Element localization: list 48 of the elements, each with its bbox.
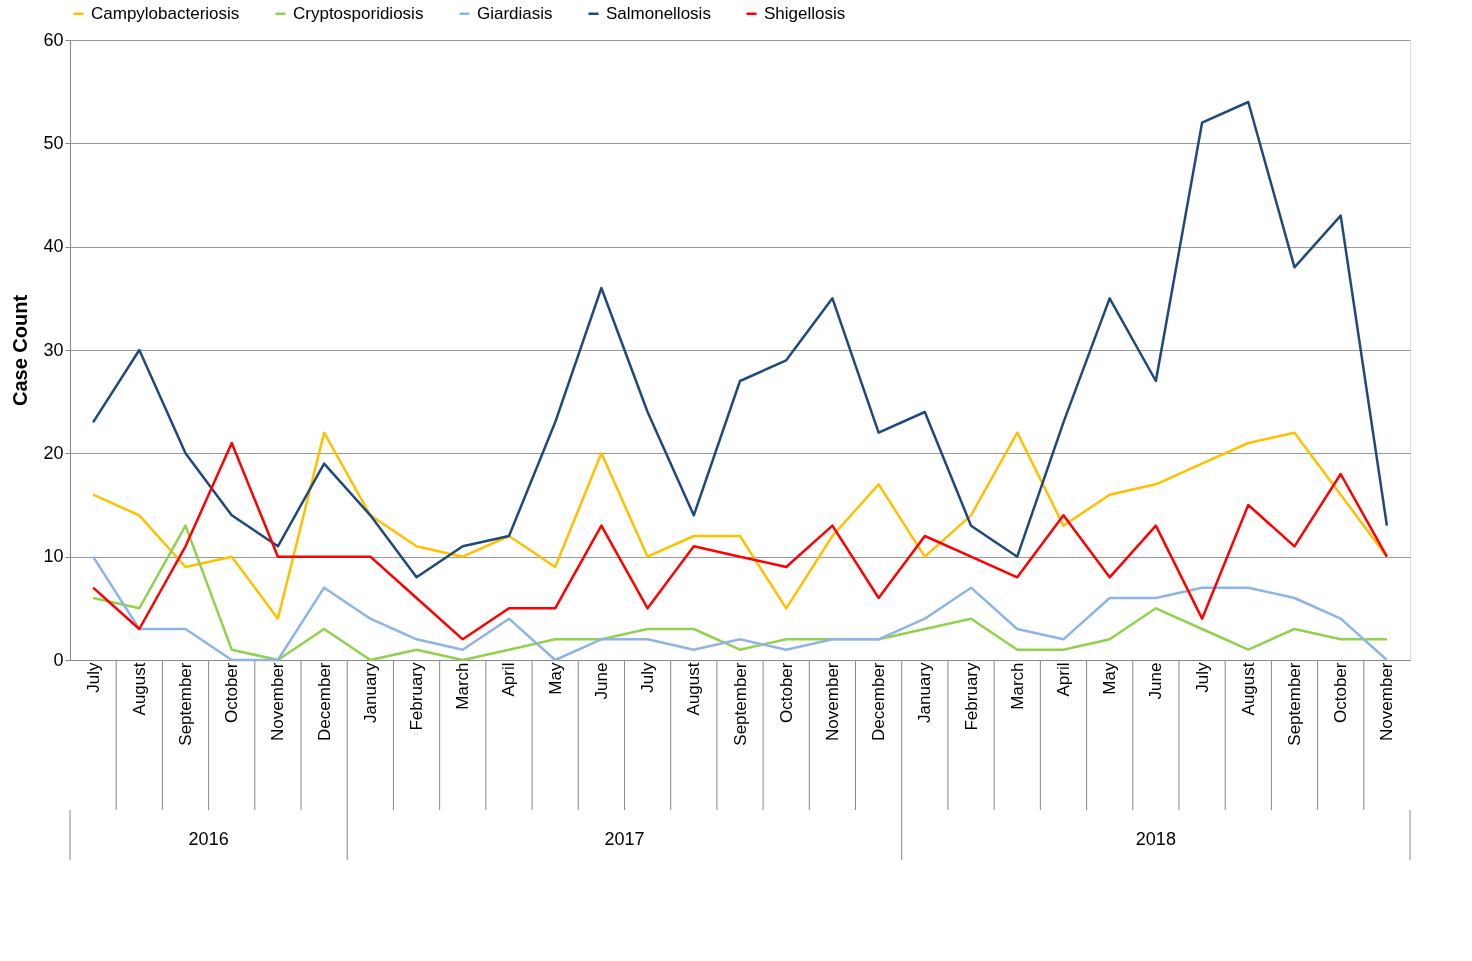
y-tick-label: 50 xyxy=(43,132,64,153)
x-tick-label: February xyxy=(407,662,427,731)
x-tick-label: November xyxy=(822,662,842,741)
x-tick-label: May xyxy=(545,662,565,695)
x-tick-label: July xyxy=(1192,662,1212,693)
x-tick-label: October xyxy=(222,662,242,723)
x-tick-label: September xyxy=(176,662,196,746)
x-tick-label: February xyxy=(961,662,981,731)
x-tick-label: May xyxy=(1100,662,1120,695)
y-tick-label: 30 xyxy=(43,339,64,360)
x-tick-label: August xyxy=(684,662,704,716)
legend-label: Giardiasis xyxy=(477,3,553,23)
x-tick-label: September xyxy=(730,662,750,746)
legend-label: Shigellosis xyxy=(764,3,846,23)
x-tick-label: August xyxy=(129,662,149,716)
text: 2016 xyxy=(188,829,229,849)
x-tick-label: March xyxy=(453,662,473,710)
y-tick-label: 40 xyxy=(43,236,64,257)
x-tick-label: July xyxy=(83,662,103,693)
line-series xyxy=(91,524,1389,662)
x-tick-label: December xyxy=(314,662,334,741)
line-series xyxy=(91,555,1389,662)
y-axis-title: Case Count xyxy=(9,294,32,407)
legend-label: Salmonellosis xyxy=(606,3,711,23)
x-tick-label: December xyxy=(869,662,889,741)
x-tick-label: January xyxy=(360,662,380,723)
y-tick-label: 10 xyxy=(43,546,64,567)
y-tick-label: 60 xyxy=(43,29,64,50)
x-tick-label: October xyxy=(1331,662,1351,723)
x-tick-label: November xyxy=(268,662,288,741)
x-tick-label: July xyxy=(638,662,658,693)
legend-label: Cryptosporidiosis xyxy=(293,3,424,23)
x-tick-label: January xyxy=(915,662,935,723)
x-tick-label: April xyxy=(1053,662,1073,697)
legend-label: Campylobacteriosis xyxy=(91,3,240,23)
x-tick-label: March xyxy=(1007,662,1027,710)
x-tick-label: August xyxy=(1238,662,1258,716)
text: 2018 xyxy=(1135,829,1176,849)
y-tick-label: 0 xyxy=(53,649,64,670)
y-tick-label: 20 xyxy=(43,442,64,463)
text: 2017 xyxy=(604,829,645,849)
x-tick-label: June xyxy=(591,662,611,700)
x-tick-label: November xyxy=(1377,662,1397,741)
line-series xyxy=(91,100,1389,579)
x-tick-label: June xyxy=(1146,662,1166,700)
x-tick-label: April xyxy=(499,662,519,697)
x-tick-label: October xyxy=(776,662,796,723)
x-tick-label: September xyxy=(1284,662,1304,746)
